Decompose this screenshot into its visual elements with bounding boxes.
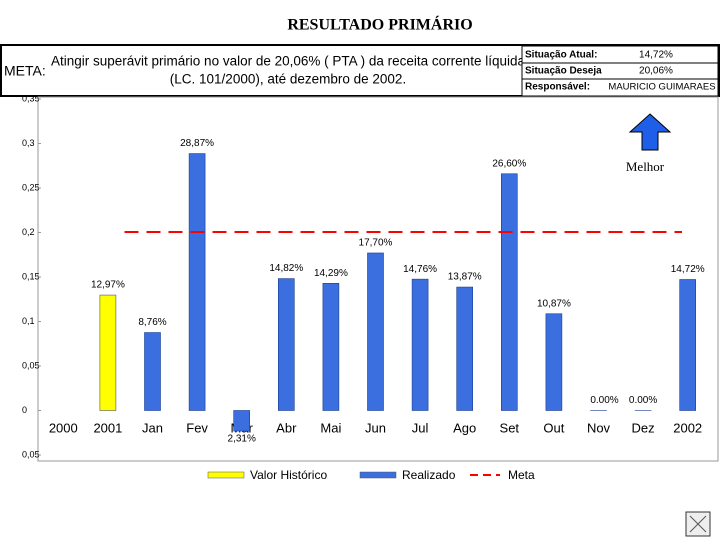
bar xyxy=(368,253,384,411)
y-tick-label: 0,35 xyxy=(22,93,40,103)
value-label: 10,87% xyxy=(537,298,571,309)
x-tick-label: Ago xyxy=(453,420,476,435)
table-cell: Situação Atual: xyxy=(525,50,597,61)
table-cell: Responsável: xyxy=(525,82,590,93)
y-tick-label: 0,05 xyxy=(22,360,40,370)
value-label: 8,76% xyxy=(138,317,166,328)
bar xyxy=(100,295,116,410)
legend-swatch xyxy=(208,472,244,478)
value-label: 26,60% xyxy=(492,158,526,169)
x-tick-label: 2001 xyxy=(93,420,122,435)
bar xyxy=(189,154,205,411)
x-tick-label: Set xyxy=(500,420,520,435)
bar xyxy=(323,283,339,410)
value-label: 14,72% xyxy=(671,264,705,275)
x-tick-label: 2002 xyxy=(673,420,702,435)
table-cell: MAURICIO GUIMARAES xyxy=(608,82,715,93)
table-cell: 14,72% xyxy=(639,50,673,61)
legend-label: Meta xyxy=(508,468,535,482)
value-label: 0.00% xyxy=(590,395,618,406)
x-tick-label: Jan xyxy=(142,420,163,435)
x-tick-label: Jun xyxy=(365,420,386,435)
value-label: 13,87% xyxy=(448,272,482,283)
value-label: 17,70% xyxy=(359,238,393,249)
meta-label: META: xyxy=(4,63,46,79)
x-tick-label: Mai xyxy=(320,420,341,435)
y-tick-label: 0,15 xyxy=(22,271,40,281)
bar xyxy=(546,314,562,411)
bar xyxy=(145,333,161,411)
value-label: 14,82% xyxy=(269,263,303,274)
y-tick-label: 0 xyxy=(22,405,27,415)
table-cell: Situação Deseja xyxy=(525,66,602,77)
value-label: 28,87% xyxy=(180,138,214,149)
x-tick-label: Abr xyxy=(276,420,297,435)
value-label: 14,29% xyxy=(314,268,348,279)
x-tick-label: Jul xyxy=(412,420,429,435)
x-tick-label: 2000 xyxy=(49,420,78,435)
value-label: 14,76% xyxy=(403,264,437,275)
legend-label: Valor Histórico xyxy=(250,468,327,482)
bar xyxy=(412,279,428,410)
y-tick-label: 0,25 xyxy=(22,182,40,192)
bar xyxy=(457,287,473,410)
x-tick-label: Nov xyxy=(587,420,611,435)
bar xyxy=(234,411,250,432)
meta-text: Atingir superávit primário no valor de 2… xyxy=(51,54,525,69)
y-tick-label: 0,05 xyxy=(22,449,40,459)
x-tick-label: Fev xyxy=(186,420,208,435)
legend-swatch xyxy=(360,472,396,478)
legend-label: Realizado xyxy=(402,468,456,482)
value-label: 12,97% xyxy=(91,280,125,291)
bar xyxy=(501,174,517,411)
table-cell: 20,06% xyxy=(639,66,673,77)
slide-title: RESULTADO PRIMÁRIO xyxy=(287,15,472,34)
meta-text: (LC. 101/2000), até dezembro de 2002. xyxy=(170,72,406,87)
y-tick-label: 0,3 xyxy=(22,138,35,148)
y-tick-label: 0,1 xyxy=(22,316,35,326)
y-tick-label: 0,2 xyxy=(22,227,35,237)
bar xyxy=(278,279,294,411)
x-tick-label: Out xyxy=(543,420,564,435)
x-tick-label: Dez xyxy=(632,420,655,435)
value-label: 2,31% xyxy=(228,434,256,445)
bar xyxy=(680,279,696,410)
annotation: Melhor xyxy=(626,159,665,174)
value-label: 0.00% xyxy=(629,395,657,406)
